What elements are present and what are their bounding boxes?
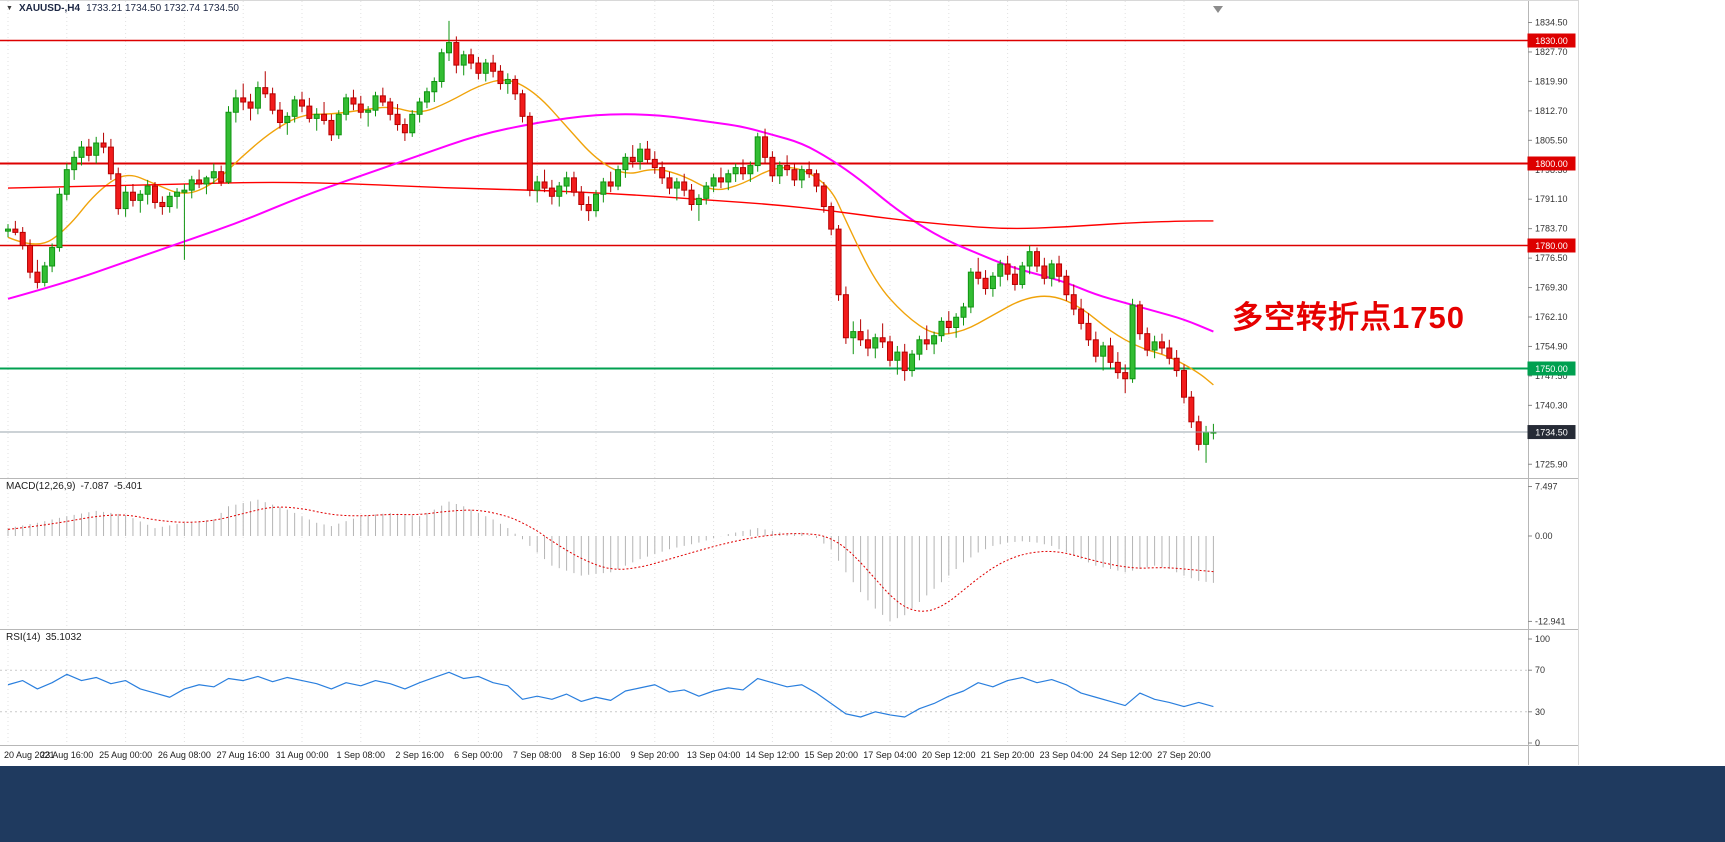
taskbar[interactable] xyxy=(0,766,1725,842)
svg-text:70: 70 xyxy=(1535,665,1545,675)
svg-text:1754.90: 1754.90 xyxy=(1535,341,1568,351)
svg-text:1780.00: 1780.00 xyxy=(1535,241,1568,251)
svg-text:25 Aug 00:00: 25 Aug 00:00 xyxy=(99,750,152,760)
svg-text:1750.00: 1750.00 xyxy=(1535,364,1568,374)
svg-text:6 Sep 00:00: 6 Sep 00:00 xyxy=(454,750,503,760)
svg-text:27 Aug 16:00: 27 Aug 16:00 xyxy=(217,750,270,760)
price-tags: 1830.00 1800.00 1780.00 1750.00 1734.50 xyxy=(1527,33,1576,440)
svg-text:-12.941: -12.941 xyxy=(1535,616,1566,626)
svg-text:1830.00: 1830.00 xyxy=(1535,36,1568,46)
svg-text:9 Sep 20:00: 9 Sep 20:00 xyxy=(631,750,680,760)
macd-value-signal: -5.401 xyxy=(113,481,143,492)
svg-text:2 Sep 16:00: 2 Sep 16:00 xyxy=(395,750,444,760)
svg-text:26 Aug 08:00: 26 Aug 08:00 xyxy=(158,750,211,760)
svg-text:27 Sep 20:00: 27 Sep 20:00 xyxy=(1157,750,1211,760)
macd-name: MACD(12,26,9) xyxy=(6,481,76,492)
moving-averages xyxy=(7,79,1214,386)
svg-text:1834.50: 1834.50 xyxy=(1535,18,1568,28)
svg-text:0: 0 xyxy=(1535,738,1540,748)
annotation-text: 多空转折点1750 xyxy=(1232,300,1465,335)
symbol-ohlc-values: 1733.21 1734.50 1732.74 1734.50 xyxy=(86,3,239,14)
macd-value-main: -7.087 xyxy=(80,481,109,492)
rsi-indicator-label: RSI(14) 35.1032 xyxy=(6,632,82,643)
rsi-level-lines xyxy=(0,669,1528,713)
chart-canvas[interactable]: 1834.501827.701819.901812.701805.501798.… xyxy=(0,0,1725,766)
candles[interactable] xyxy=(5,20,1217,463)
svg-text:1805.50: 1805.50 xyxy=(1535,135,1568,145)
macd-axis[interactable]: 7.497 0.00 -12.941 xyxy=(1528,482,1566,627)
svg-text:1734.50: 1734.50 xyxy=(1535,428,1568,438)
svg-text:1 Sep 08:00: 1 Sep 08:00 xyxy=(337,750,386,760)
ma-slow-red xyxy=(7,181,1214,230)
svg-text:20 Aug 2021: 20 Aug 2021 xyxy=(4,750,55,760)
svg-text:1769.30: 1769.30 xyxy=(1535,283,1568,293)
svg-text:7.497: 7.497 xyxy=(1535,482,1558,492)
rsi-line xyxy=(7,671,1214,718)
macd-signal-line xyxy=(7,506,1214,612)
svg-text:1762.10: 1762.10 xyxy=(1535,312,1568,322)
chart-shift-marker-icon xyxy=(1213,6,1223,13)
symbol-title: ▼ XAUUSD-,H4 1733.21 1734.50 1732.74 173… xyxy=(6,3,239,14)
svg-text:14 Sep 12:00: 14 Sep 12:00 xyxy=(746,750,800,760)
ma-mid-magenta xyxy=(7,113,1214,333)
svg-text:23 Sep 04:00: 23 Sep 04:00 xyxy=(1040,750,1094,760)
svg-text:20 Sep 12:00: 20 Sep 12:00 xyxy=(922,750,976,760)
macd-indicator-label: MACD(12,26,9) -7.087 -5.401 xyxy=(6,481,142,492)
svg-text:1819.90: 1819.90 xyxy=(1535,76,1568,86)
svg-text:31 Aug 00:00: 31 Aug 00:00 xyxy=(275,750,328,760)
svg-text:13 Sep 04:00: 13 Sep 04:00 xyxy=(687,750,741,760)
svg-text:1812.70: 1812.70 xyxy=(1535,106,1568,116)
svg-text:1800.00: 1800.00 xyxy=(1535,159,1568,169)
svg-text:7 Sep 08:00: 7 Sep 08:00 xyxy=(513,750,562,760)
time-grid xyxy=(7,1,1185,745)
svg-text:15 Sep 20:00: 15 Sep 20:00 xyxy=(804,750,858,760)
macd-histogram xyxy=(7,499,1214,622)
svg-text:1783.70: 1783.70 xyxy=(1535,224,1568,234)
svg-text:1776.50: 1776.50 xyxy=(1535,253,1568,263)
svg-text:1747.50: 1747.50 xyxy=(1535,371,1568,381)
svg-text:1740.30: 1740.30 xyxy=(1535,400,1568,410)
svg-text:30: 30 xyxy=(1535,707,1545,717)
rsi-value: 35.1032 xyxy=(45,632,82,643)
svg-text:23 Aug 16:00: 23 Aug 16:00 xyxy=(40,750,93,760)
svg-text:1791.10: 1791.10 xyxy=(1535,194,1568,204)
one-click-trading-toggle-icon[interactable]: ▼ xyxy=(6,4,13,12)
symbol-period-label: XAUUSD-,H4 xyxy=(18,3,81,14)
svg-text:100: 100 xyxy=(1535,634,1550,644)
rsi-name: RSI(14) xyxy=(6,632,41,643)
ma-fast-orange xyxy=(7,79,1214,386)
svg-text:21 Sep 20:00: 21 Sep 20:00 xyxy=(981,750,1035,760)
horizontal-level-lines[interactable] xyxy=(0,39,1528,370)
svg-text:0.00: 0.00 xyxy=(1535,531,1553,541)
rsi-axis[interactable]: 100 70 30 0 xyxy=(1528,634,1550,748)
panel-separators xyxy=(0,0,1579,765)
svg-text:1725.90: 1725.90 xyxy=(1535,459,1568,469)
svg-text:1827.70: 1827.70 xyxy=(1535,47,1568,57)
svg-text:17 Sep 04:00: 17 Sep 04:00 xyxy=(863,750,917,760)
svg-text:8 Sep 16:00: 8 Sep 16:00 xyxy=(572,750,621,760)
svg-text:24 Sep 12:00: 24 Sep 12:00 xyxy=(1098,750,1152,760)
